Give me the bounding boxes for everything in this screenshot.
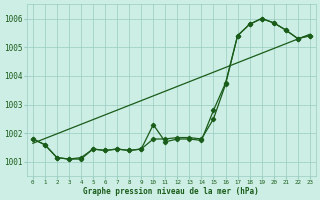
X-axis label: Graphe pression niveau de la mer (hPa): Graphe pression niveau de la mer (hPa) <box>84 187 259 196</box>
